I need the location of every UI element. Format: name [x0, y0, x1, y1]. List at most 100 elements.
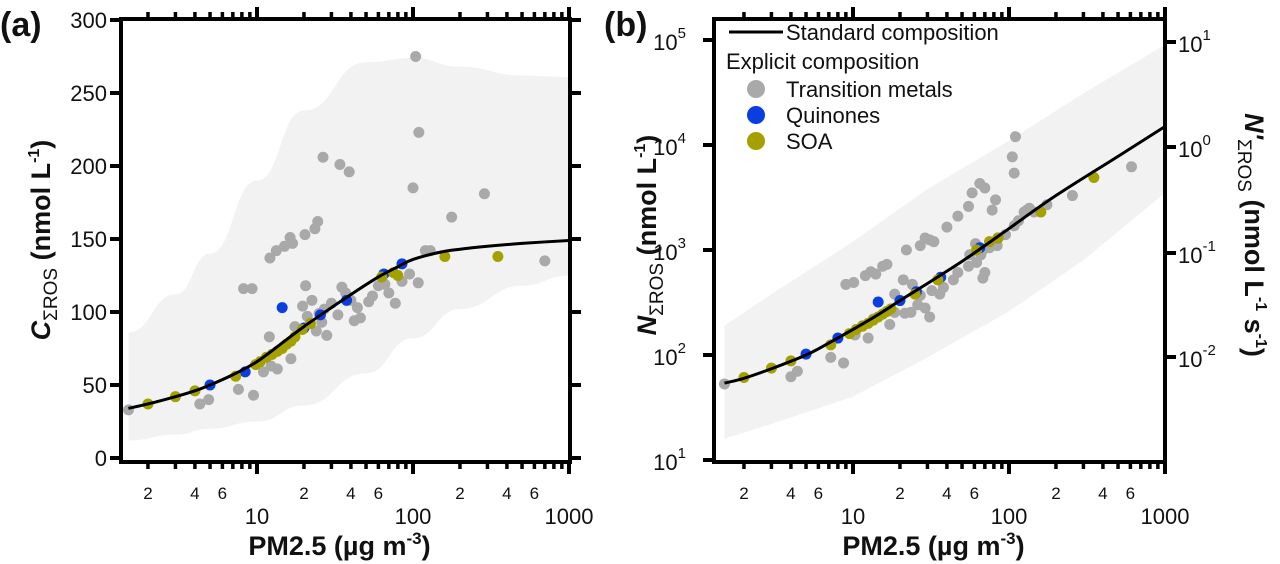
legend-item-label: Transition metals — [786, 77, 953, 102]
data-point — [941, 221, 953, 233]
data-point — [1006, 151, 1018, 163]
exponent: 0 — [1202, 132, 1210, 149]
data-point — [271, 363, 283, 375]
data-point — [232, 383, 244, 395]
data-point — [986, 204, 998, 216]
data-point — [539, 255, 551, 267]
y-axis-right-title: N'ΣROS (nmol L-1 s-1) — [1233, 113, 1269, 357]
legend: Standard composition Explicit composition… — [726, 20, 999, 154]
y-tick-label: 103 — [653, 235, 686, 265]
y-axis: 101 102 103 104 105 NΣROS (nmol L-1) — [632, 25, 714, 475]
y-tick-label: 101 — [653, 445, 686, 475]
plot-area — [122, 51, 570, 441]
data-point — [299, 229, 311, 241]
legend-item-label: SOA — [786, 129, 833, 154]
data-point — [306, 294, 318, 306]
data-point — [1126, 161, 1138, 173]
y-tick-label: 150 — [70, 227, 107, 252]
x-minor-tick-label: 2 — [1051, 484, 1060, 503]
x-minor-tick-label: 6 — [970, 484, 979, 503]
exponent: -2 — [1202, 342, 1215, 359]
data-point — [392, 270, 404, 281]
y-tick-label: 300 — [70, 8, 107, 33]
subscript: ΣROS — [647, 263, 668, 316]
x-minor-tick-label: 4 — [502, 484, 511, 503]
data-point — [389, 297, 401, 309]
data-point — [287, 237, 299, 249]
x-tick-label: 1000 — [545, 504, 594, 529]
data-point — [317, 151, 329, 163]
y-tick-label: 104 — [653, 130, 686, 160]
x-minor-tick-label: 6 — [530, 484, 539, 503]
x-minor-tick-label: 6 — [814, 484, 823, 503]
data-point — [952, 267, 964, 279]
data-point — [310, 325, 322, 337]
x-axis-title: PM2.5 (µg m-3) — [248, 529, 430, 561]
y-axis: 0 50 100 150 200 250 300 CΣROS (nmol L-1) — [26, 8, 581, 471]
exponent: 2 — [678, 340, 686, 357]
x-minor-tick-label: 2 — [739, 484, 748, 503]
x-minor-tick-label: 2 — [143, 484, 152, 503]
data-point — [332, 309, 344, 321]
data-point — [862, 332, 874, 344]
y-right-tick-label: 101 — [1178, 27, 1211, 57]
data-point — [238, 283, 250, 295]
data-point — [321, 329, 333, 341]
y-tick-label: 105 — [653, 25, 686, 55]
y-axis-title: CΣROS (nmol L-1) — [26, 140, 62, 341]
data-point — [412, 277, 424, 289]
exponent: 1 — [678, 445, 686, 462]
data-point — [354, 312, 366, 324]
data-point — [407, 182, 419, 194]
data-point — [410, 51, 422, 62]
x-minor-tick-label: 2 — [895, 484, 904, 503]
data-point — [937, 281, 949, 293]
data-point — [1009, 131, 1021, 143]
data-point — [257, 366, 269, 378]
exponent: -1 — [1202, 238, 1215, 255]
x-minor-tick-label: 4 — [942, 484, 951, 503]
data-point — [276, 302, 288, 314]
y-tick-label: 0 — [95, 446, 107, 471]
y-right-tick-label: 100 — [1178, 132, 1211, 162]
superscript: -1 — [1252, 297, 1269, 311]
data-point — [264, 252, 276, 264]
x-minor-tick-label: 2 — [455, 484, 464, 503]
data-point — [334, 159, 346, 171]
data-point — [838, 357, 850, 369]
subscript: ΣROS — [1233, 139, 1254, 192]
legend-marker — [747, 80, 765, 98]
legend-marker — [747, 106, 765, 124]
data-point — [246, 283, 258, 295]
standard-composition-line — [128, 238, 570, 410]
x-axis-title: PM2.5 (µg m-3) — [842, 529, 1024, 561]
x-tick-label: 100 — [991, 504, 1028, 529]
x-minor-tick-label: 4 — [1098, 484, 1107, 503]
data-point — [924, 311, 936, 323]
data-point — [270, 245, 282, 257]
x-minor-tick-label: 4 — [786, 484, 795, 503]
data-point — [312, 215, 324, 227]
data-point — [1008, 167, 1020, 179]
legend-group-title: Explicit composition — [726, 49, 919, 74]
exponent: 4 — [678, 130, 686, 147]
data-point — [952, 210, 964, 222]
y-tick-label: 200 — [70, 154, 107, 179]
data-point — [966, 187, 978, 199]
data-point — [248, 389, 260, 401]
exponent: 5 — [678, 25, 686, 42]
legend-item-standard-composition: Standard composition — [786, 20, 999, 45]
data-point — [297, 300, 309, 312]
data-point — [413, 126, 425, 138]
superscript: -1 — [632, 144, 649, 158]
data-point — [905, 306, 917, 318]
y-right-tick-label: 10-1 — [1178, 238, 1216, 268]
data-point — [848, 277, 860, 289]
y-tick-label: 250 — [70, 81, 107, 106]
data-point — [881, 258, 893, 270]
x-minor-tick-label: 2 — [299, 484, 308, 503]
data-point — [203, 394, 215, 406]
data-point — [1066, 190, 1078, 202]
data-point — [718, 378, 730, 390]
